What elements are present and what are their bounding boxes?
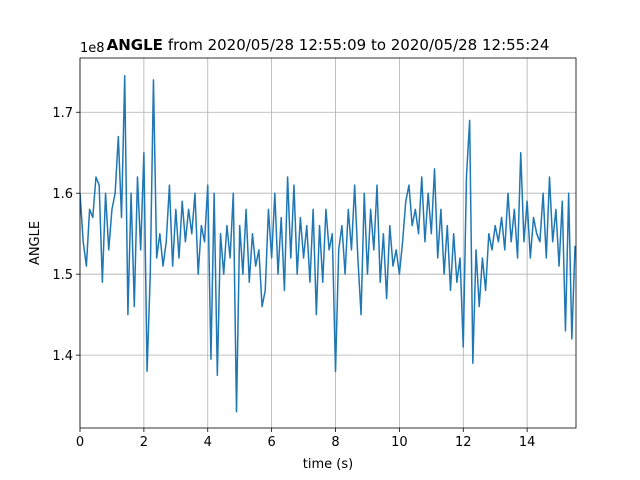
x-tick-label: 10 — [391, 435, 408, 450]
y-tick-label: 1.4 — [52, 349, 73, 364]
title-rest: from 2020/05/28 12:55:09 to 2020/05/28 1… — [168, 36, 549, 54]
y-tick-label: 1.5 — [52, 268, 73, 283]
y-axis-label: ANGLE — [28, 221, 43, 265]
x-tick-label: 12 — [455, 435, 472, 450]
y-tick-label: 1.6 — [52, 187, 73, 202]
x-tick-label: 0 — [76, 435, 84, 450]
y-tick-label: 1.7 — [52, 106, 73, 121]
chart-title: ANGLE from 2020/05/28 12:55:09 to 2020/05… — [107, 36, 550, 54]
y-offset-label: 1e8 — [80, 41, 105, 56]
x-tick-label: 6 — [267, 435, 275, 450]
x-tick-label: 8 — [331, 435, 339, 450]
x-tick-label: 2 — [140, 435, 148, 450]
x-tick-label: 4 — [204, 435, 212, 450]
plot-frame — [79, 57, 577, 429]
title-bold: ANGLE — [107, 36, 163, 54]
x-tick-label: 14 — [519, 435, 536, 450]
x-axis-label: time (s) — [303, 457, 353, 472]
data-line — [80, 75, 576, 413]
